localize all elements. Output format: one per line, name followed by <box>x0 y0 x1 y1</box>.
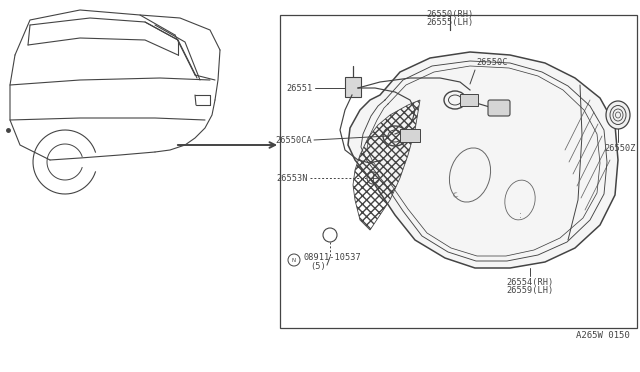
Text: 26559(LH): 26559(LH) <box>506 286 554 295</box>
FancyBboxPatch shape <box>460 94 478 106</box>
Text: (5): (5) <box>310 263 326 272</box>
Text: 26550Z: 26550Z <box>605 144 636 153</box>
Text: 26550(RH): 26550(RH) <box>426 10 474 19</box>
Text: 26553N: 26553N <box>276 173 308 183</box>
FancyBboxPatch shape <box>345 77 361 97</box>
Polygon shape <box>348 52 618 268</box>
FancyBboxPatch shape <box>488 100 510 116</box>
Bar <box>280 15 637 328</box>
Text: 26554(RH): 26554(RH) <box>506 278 554 287</box>
Text: A265W 0150: A265W 0150 <box>576 331 630 340</box>
Text: 08911-10537: 08911-10537 <box>303 253 361 263</box>
Text: N: N <box>292 257 296 263</box>
Text: 26550CA: 26550CA <box>275 135 312 144</box>
Text: 26550C: 26550C <box>476 58 508 67</box>
Ellipse shape <box>606 101 630 129</box>
Text: 26555(LH): 26555(LH) <box>426 18 474 27</box>
Text: :: : <box>518 211 522 219</box>
Text: 26551: 26551 <box>287 83 313 93</box>
Text: C: C <box>452 192 458 199</box>
FancyBboxPatch shape <box>400 129 420 142</box>
